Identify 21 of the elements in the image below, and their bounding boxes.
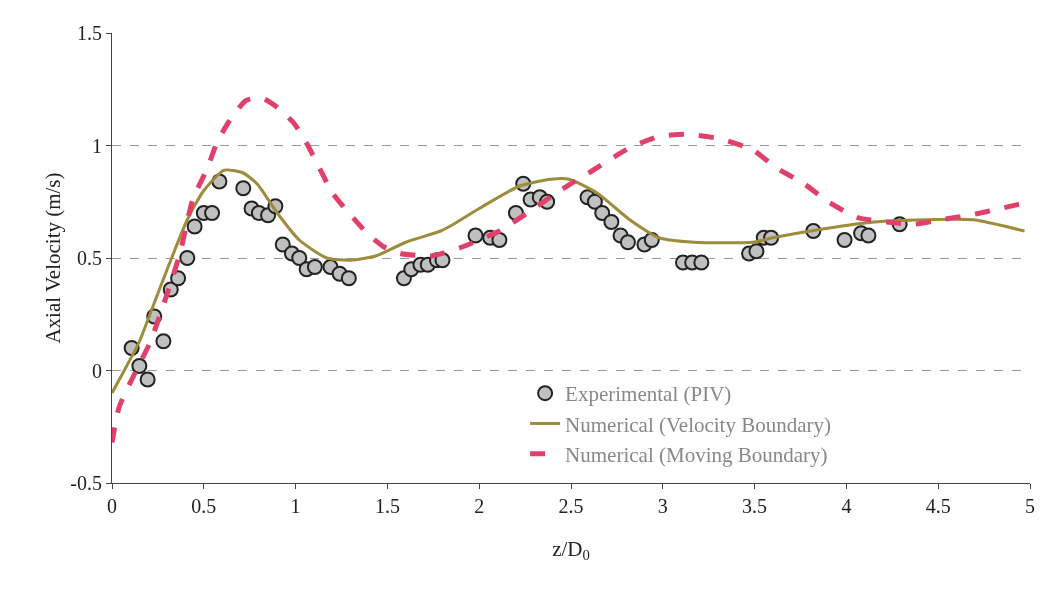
legend-label: Experimental (PIV) [565, 382, 732, 407]
y-tick-label: 0.5 [77, 247, 102, 269]
y-tick-label: 0 [92, 359, 102, 382]
x-tick-label: 4.5 [925, 495, 951, 517]
y-tick-label: -0.5 [70, 472, 102, 494]
legend-label: Numerical (Moving Boundary) [565, 442, 828, 467]
x-tick-label: 4 [841, 495, 852, 517]
x-tick-label: 2 [474, 495, 485, 517]
y-tick-label: 1 [92, 134, 102, 157]
x-axis-title: z/D$_{0}$ [552, 537, 590, 564]
x-tick-label: 3.5 [742, 495, 768, 517]
x-tick-label: 3 [657, 495, 668, 517]
x-tick-label: 2.5 [558, 495, 584, 517]
legend-label: Numerical (Velocity Boundary) [565, 412, 832, 437]
y-axis-title: Axial Velocity (m/s) [41, 172, 65, 344]
x-tick-label: 0 [107, 495, 117, 517]
x-tick-label: 5 [1025, 495, 1035, 517]
y-tick-label: 1.5 [77, 22, 102, 44]
x-tick-label: 1.5 [374, 495, 400, 517]
x-tick-label: 1 [290, 495, 301, 517]
x-tick-label: 0.5 [191, 495, 217, 517]
